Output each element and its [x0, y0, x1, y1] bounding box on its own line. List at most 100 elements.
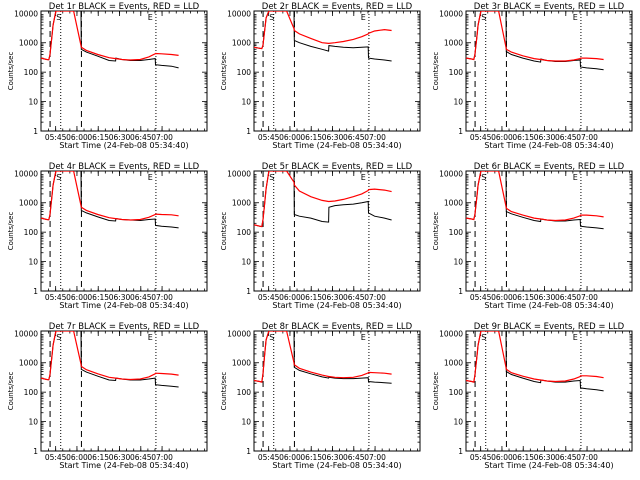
panel-title: Det 7r BLACK = Events, RED = LLD [49, 322, 200, 332]
y-tick-label: 1000 [232, 39, 251, 48]
x-tick-label: 06:30 [109, 293, 131, 302]
lld-series-line [254, 171, 392, 228]
x-tick-label: 06:30 [109, 133, 131, 142]
x-tick-label: 07:00 [364, 133, 386, 142]
panel-title: Det 8r BLACK = Events, RED = LLD [262, 322, 413, 332]
y-tick-label: 1 [33, 447, 38, 456]
y-tick-label: 100 [237, 388, 252, 397]
x-tick-label: 07:00 [576, 293, 598, 302]
annotation-label: E [148, 173, 153, 182]
y-axis-label: Counts/sec [7, 212, 15, 251]
y-axis-label: Counts/sec [220, 52, 228, 91]
y-tick-label: 1 [246, 127, 251, 136]
events-series-line [254, 11, 392, 62]
detector-panel: Det 3r BLACK = Events, RED = LLD 1 10 100 10… [432, 2, 633, 150]
annotation-label: E [361, 13, 366, 22]
y-tick-label: 1000 [19, 359, 38, 368]
lld-series-line [466, 171, 604, 222]
events-series-line [41, 171, 179, 229]
x-tick-label: 06:30 [322, 293, 344, 302]
x-tick-label: 07:00 [151, 453, 173, 462]
y-tick-label: 10 [241, 258, 251, 267]
x-tick-label: 07:00 [151, 293, 173, 302]
y-tick-label: 100 [237, 68, 252, 77]
y-tick-label: 1 [458, 127, 463, 136]
annotation-label: E [573, 173, 578, 182]
annotation-label: S [56, 173, 61, 182]
lld-series-line [466, 331, 604, 383]
y-tick-label: 10 [28, 258, 38, 267]
x-tick-label: 06:00 [491, 453, 513, 462]
events-series-line [466, 171, 604, 230]
y-tick-label: 1000 [444, 39, 463, 48]
y-tick-label: 10 [28, 418, 38, 427]
events-series-line [466, 331, 604, 392]
y-tick-label: 100 [449, 68, 464, 77]
panel-title: Det 3r BLACK = Events, RED = LLD [474, 2, 625, 12]
x-tick-label: 06:30 [534, 293, 556, 302]
y-tick-label: 1 [246, 447, 251, 456]
x-tick-label: 06:15 [87, 133, 109, 142]
x-tick-label: 06:15 [87, 453, 109, 462]
x-tick-label: 05:45 [470, 293, 492, 302]
events-series-line [41, 331, 179, 388]
x-tick-label: 06:45 [130, 453, 152, 462]
x-axis-label: Start Time (24-Feb-08 05:34:40) [484, 461, 613, 470]
plot-frame [40, 10, 208, 132]
detector-panel: Det 8r BLACK = Events, RED = LLD 1 10 100 10… [220, 322, 421, 470]
x-tick-label: 05:45 [258, 133, 280, 142]
x-tick-label: 06:45 [343, 453, 365, 462]
y-tick-label: 1 [33, 287, 38, 296]
events-series-line [41, 11, 179, 69]
x-tick-label: 06:30 [534, 133, 556, 142]
lld-series-line [254, 11, 392, 50]
x-tick-label: 06:00 [491, 293, 513, 302]
x-tick-label: 06:30 [322, 133, 344, 142]
annotation-label: S [269, 13, 274, 22]
y-tick-label: 10000 [14, 9, 38, 18]
plot-frame [465, 10, 633, 132]
annotation-label: E [148, 13, 153, 22]
x-tick-label: 06:15 [300, 293, 322, 302]
y-tick-label: 100 [24, 228, 39, 237]
annotation-label: S [269, 173, 274, 182]
annotation-label: S [56, 13, 61, 22]
y-tick-label: 1000 [232, 359, 251, 368]
x-tick-label: 06:00 [66, 133, 88, 142]
x-tick-label: 06:15 [512, 293, 534, 302]
y-tick-label: 10 [241, 418, 251, 427]
y-axis-label: Counts/sec [432, 212, 440, 251]
lld-series-line [41, 171, 179, 221]
x-tick-label: 06:30 [109, 453, 131, 462]
x-axis-label: Start Time (24-Feb-08 05:34:40) [272, 461, 401, 470]
x-tick-label: 06:00 [279, 453, 301, 462]
y-tick-label: 10000 [14, 169, 38, 178]
annotation-label: S [269, 333, 274, 342]
y-tick-label: 1 [246, 287, 251, 296]
annotation-label: E [573, 333, 578, 342]
lld-series-line [41, 11, 179, 61]
x-tick-label: 06:45 [130, 133, 152, 142]
y-tick-label: 1000 [19, 199, 38, 208]
x-tick-label: 05:45 [470, 133, 492, 142]
x-tick-label: 06:45 [343, 133, 365, 142]
x-tick-label: 06:15 [512, 453, 534, 462]
x-tick-label: 05:45 [258, 453, 280, 462]
y-tick-label: 10 [28, 98, 38, 107]
y-axis-label: Counts/sec [432, 372, 440, 411]
panel-title: Det 1r BLACK = Events, RED = LLD [49, 2, 200, 12]
annotation-label: E [361, 173, 366, 182]
events-series-line [466, 11, 604, 71]
x-tick-label: 06:00 [279, 133, 301, 142]
y-tick-label: 1 [458, 447, 463, 456]
x-tick-label: 07:00 [364, 453, 386, 462]
y-tick-label: 10000 [439, 329, 463, 338]
y-axis-label: Counts/sec [7, 372, 15, 411]
x-tick-label: 06:30 [322, 453, 344, 462]
y-tick-label: 100 [24, 388, 39, 397]
x-tick-label: 05:45 [258, 293, 280, 302]
annotation-label: E [573, 13, 578, 22]
x-axis-label: Start Time (24-Feb-08 05:34:40) [272, 141, 401, 150]
events-series-line [254, 171, 392, 228]
x-tick-label: 07:00 [151, 133, 173, 142]
